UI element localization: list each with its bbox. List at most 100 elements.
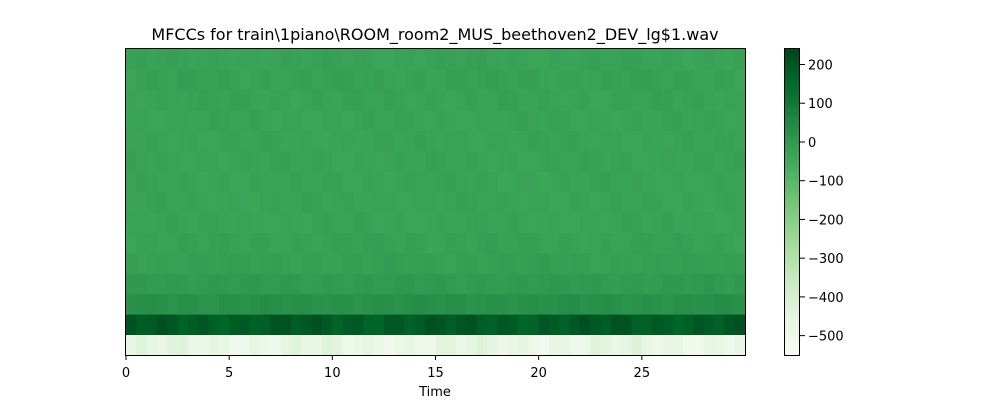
heatmap-cell: [301, 151, 313, 172]
heatmap-cell: [641, 293, 653, 315]
heatmap-cell: [352, 110, 364, 131]
heatmap-cell: [404, 171, 416, 193]
heatmap-cell: [600, 49, 612, 70]
heatmap-cell: [579, 191, 591, 213]
heatmap-cell: [610, 232, 622, 254]
heatmap-cell: [301, 232, 313, 254]
heatmap-cell: [487, 151, 498, 172]
heatmap-cell: [662, 110, 674, 131]
heatmap-cell: [621, 253, 632, 274]
heatmap-cell: [683, 334, 694, 356]
heatmap-cell: [322, 232, 333, 254]
heatmap-cell: [394, 69, 405, 91]
heatmap-cell: [662, 212, 674, 233]
heatmap-cell: [724, 69, 736, 91]
heatmap-cell: [156, 110, 168, 131]
heatmap-cell: [414, 49, 426, 70]
heatmap-cell: [342, 151, 354, 172]
heatmap-cell: [394, 334, 405, 356]
heatmap-cell: [569, 191, 581, 213]
heatmap-cell: [198, 334, 209, 356]
heatmap-cell: [425, 314, 436, 335]
colorbar-tick-label: −200: [808, 213, 844, 228]
heatmap-cell: [734, 293, 746, 315]
x-tick-label: 15: [427, 366, 444, 381]
heatmap-cell: [631, 253, 643, 274]
heatmap-cell: [208, 273, 220, 295]
heatmap-cell: [610, 130, 622, 152]
heatmap-cell: [342, 69, 354, 91]
chart-title: MFCCs for train\1piano\ROOM_room2_MUS_be…: [151, 25, 718, 45]
heatmap-cell: [280, 191, 292, 213]
heatmap-cell: [404, 334, 416, 356]
heatmap-cell: [703, 273, 715, 295]
heatmap-cell: [198, 253, 209, 274]
heatmap-cell: [466, 293, 478, 315]
heatmap-cell: [218, 89, 230, 111]
heatmap-cell: [126, 273, 137, 295]
heatmap-cell: [703, 191, 715, 213]
heatmap-cell: [487, 171, 498, 193]
heatmap-cell: [518, 232, 529, 254]
heatmap-cell: [187, 89, 199, 111]
heatmap-cell: [734, 171, 746, 193]
heatmap-cell: [703, 151, 715, 172]
heatmap-cell: [332, 293, 344, 315]
heatmap-cell: [146, 110, 158, 131]
colorbar-tick-label: 200: [808, 58, 833, 73]
heatmap-cell: [394, 49, 405, 70]
heatmap-cell: [528, 232, 540, 254]
heatmap-cell: [311, 293, 323, 315]
heatmap-cell: [435, 171, 447, 193]
heatmap-cell: [672, 171, 684, 193]
heatmap-cell: [652, 171, 663, 193]
heatmap-cell: [177, 130, 189, 152]
heatmap-cell: [476, 334, 488, 356]
heatmap-cell: [177, 334, 189, 356]
heatmap-cell: [136, 314, 148, 335]
heatmap-cell: [363, 334, 374, 356]
heatmap-cell: [136, 69, 148, 91]
heatmap-cell: [600, 130, 612, 152]
heatmap-cell: [734, 334, 746, 356]
heatmap-cell: [249, 110, 261, 131]
heatmap-cell: [218, 110, 230, 131]
heatmap-cell: [497, 191, 509, 213]
heatmap-cell: [538, 273, 550, 295]
heatmap-cell: [435, 232, 447, 254]
heatmap-cell: [487, 253, 498, 274]
heatmap-cell: [373, 89, 385, 111]
heatmap-cell: [270, 49, 282, 70]
heatmap-cell: [291, 89, 302, 111]
heatmap-cell: [239, 151, 251, 172]
heatmap-cell: [528, 171, 540, 193]
heatmap-cell: [600, 89, 612, 111]
heatmap-cell: [260, 171, 271, 193]
heatmap-cell: [538, 293, 550, 315]
heatmap-cell: [621, 130, 632, 152]
x-tick-label: 0: [122, 366, 130, 381]
heatmap-cell: [476, 171, 488, 193]
heatmap-cell: [270, 314, 282, 335]
heatmap-cell: [528, 89, 540, 111]
heatmap-cell: [672, 49, 684, 70]
heatmap-cell: [652, 232, 663, 254]
heatmap-cell: [662, 69, 674, 91]
heatmap-cell: [352, 232, 364, 254]
heatmap-cell: [528, 151, 540, 172]
heatmap-cell: [435, 69, 447, 91]
heatmap-cell: [518, 151, 529, 172]
heatmap-cell: [548, 191, 560, 213]
heatmap-cell: [280, 334, 292, 356]
heatmap-cell: [136, 110, 148, 131]
heatmap-cell: [187, 191, 199, 213]
heatmap-cell: [507, 69, 519, 91]
heatmap-cell: [683, 110, 694, 131]
heatmap-cell: [332, 253, 344, 274]
heatmap-cell: [425, 253, 436, 274]
heatmap-cell: [693, 49, 705, 70]
heatmap-cell: [373, 69, 385, 91]
colorbar-tick-label: −100: [808, 175, 844, 190]
heatmap-cell: [683, 89, 694, 111]
heatmap-cell: [621, 49, 632, 70]
